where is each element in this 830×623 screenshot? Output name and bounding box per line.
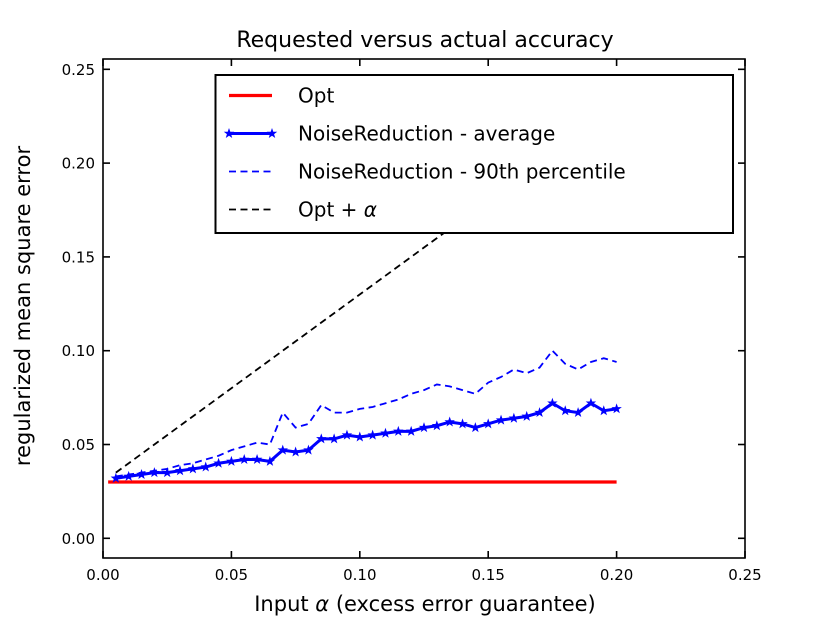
star-marker xyxy=(316,433,327,444)
plot-area-group xyxy=(102,58,746,559)
star-marker xyxy=(508,412,520,423)
y-tick-label: 0.25 xyxy=(62,61,95,79)
star-marker xyxy=(149,467,160,478)
star-marker xyxy=(136,469,147,479)
x-tick-label: 0.10 xyxy=(343,566,376,584)
legend: Opt NoiseReduction - average NoiseReductio… xyxy=(214,74,734,234)
star-marker xyxy=(200,461,211,472)
star-marker xyxy=(187,463,199,474)
star-marker xyxy=(405,425,417,436)
legend-label-noise-p90-line: NoiseReduction - 90th percentile xyxy=(298,160,626,184)
y-tick-label: 0.15 xyxy=(62,248,95,266)
legend-label-opt-line: Opt xyxy=(298,84,334,108)
star-marker xyxy=(457,418,468,429)
star-marker xyxy=(174,465,186,476)
star-marker xyxy=(239,454,250,464)
legend-label-noise-avg-line: NoiseReduction - average xyxy=(298,122,555,146)
x-tick-label: 0.25 xyxy=(728,566,761,584)
star-marker xyxy=(482,418,494,429)
star-marker xyxy=(534,407,545,418)
chart-title: Requested versus actual accuracy xyxy=(236,28,613,53)
star-marker xyxy=(290,446,301,457)
x-tick-label: 0.05 xyxy=(215,566,248,584)
star-marker xyxy=(341,429,353,440)
noise-avg-line xyxy=(115,401,617,480)
noise-avg-line-markers xyxy=(110,397,622,483)
star-marker xyxy=(418,422,430,433)
legend-star-marker xyxy=(266,128,278,138)
star-marker xyxy=(161,467,173,478)
star-marker xyxy=(110,472,122,483)
star-marker xyxy=(547,397,558,408)
x-tick-label: 0.00 xyxy=(86,566,119,584)
star-marker xyxy=(354,431,366,442)
star-marker xyxy=(303,444,314,455)
star-marker xyxy=(572,407,584,418)
star-marker xyxy=(264,455,276,466)
noise-p90-line xyxy=(115,349,617,478)
star-marker xyxy=(393,425,404,436)
legend-box xyxy=(214,74,734,234)
star-marker xyxy=(213,457,224,468)
star-marker xyxy=(367,429,378,440)
star-marker xyxy=(521,410,532,421)
star-marker xyxy=(444,416,455,427)
star-marker xyxy=(470,422,481,433)
star-marker xyxy=(585,397,597,408)
star-marker xyxy=(251,454,263,464)
y-tick-label: 0.20 xyxy=(62,155,95,173)
x-tick-label: 0.20 xyxy=(600,566,633,584)
star-marker xyxy=(495,414,507,425)
star-marker xyxy=(328,433,340,444)
star-marker xyxy=(598,405,609,416)
series-group xyxy=(108,106,622,484)
star-marker xyxy=(380,427,391,438)
star-marker xyxy=(431,420,443,431)
y-tick-label: 0.05 xyxy=(62,436,95,454)
y-tick-label: 0.00 xyxy=(62,530,95,548)
star-marker xyxy=(560,405,571,416)
star-marker xyxy=(277,444,288,455)
y-axis-label: regularized mean square error xyxy=(11,146,35,467)
ticks-group: 0.00 0.05 0.10 0.15 0.20 0.25 0.00 0.05 0.10 0.15… xyxy=(62,59,762,584)
y-tick-label: 0.10 xyxy=(62,342,95,360)
star-marker xyxy=(123,470,134,481)
x-axis-label: Input α (excess error guarantee) xyxy=(254,592,596,616)
legend-label-opt-plus-alpha-line: Opt + α xyxy=(298,198,377,222)
plot-spines xyxy=(102,58,746,559)
x-tick-label: 0.15 xyxy=(471,566,504,584)
star-marker xyxy=(611,403,622,414)
legend-star-marker xyxy=(223,128,235,138)
star-marker xyxy=(226,455,237,466)
